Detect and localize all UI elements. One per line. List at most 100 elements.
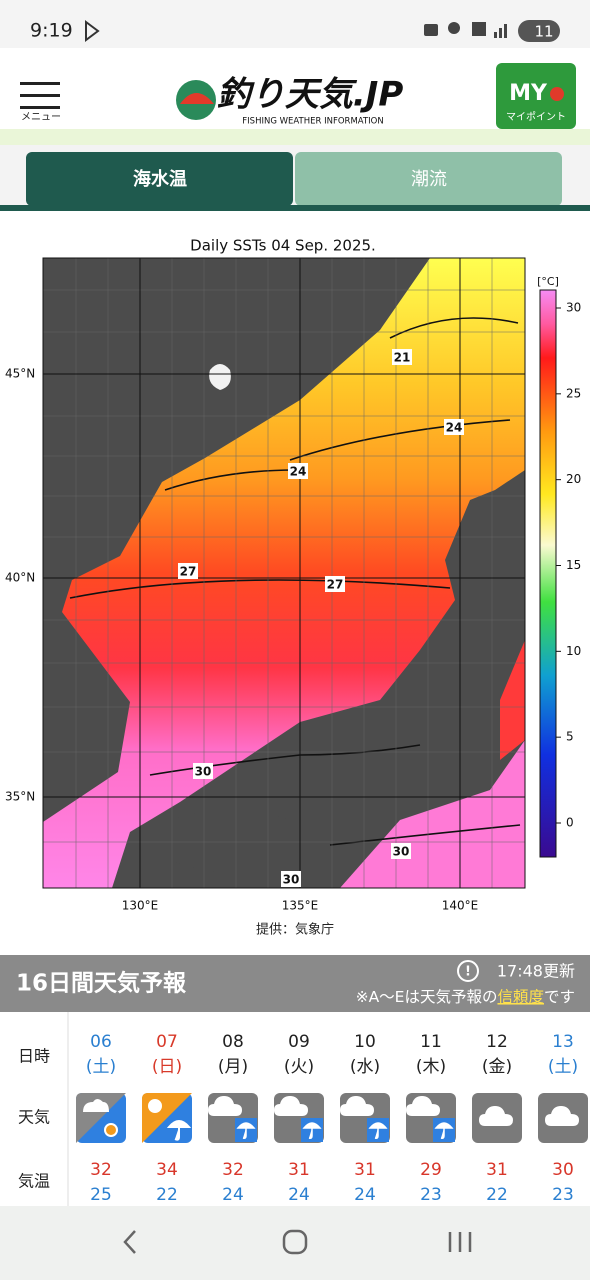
forecast-title: 16日間天気予報 xyxy=(16,970,187,997)
icon-cloud xyxy=(83,1099,109,1112)
colorbar-tick-label: 25 xyxy=(566,386,581,400)
tab-label: 潮流 xyxy=(411,169,447,190)
note-text: ※A〜Eは天気予報の xyxy=(356,988,498,1006)
battery-level: 11 xyxy=(534,23,553,41)
temp-high: 32 xyxy=(222,1160,244,1180)
icon-cloud xyxy=(479,1106,513,1126)
contour-label: 30 xyxy=(283,873,300,887)
back-button[interactable] xyxy=(123,1230,136,1254)
forecast-days: 06 (土) 32 25 07 (日) 34 22 08 (月) 32 24 09 (火) 31 24 10 (水… xyxy=(76,1032,588,1205)
temp-high: 30 xyxy=(552,1160,574,1180)
day-weekday: (日) xyxy=(152,1057,182,1077)
note-end: です xyxy=(544,988,575,1006)
day-date: 06 xyxy=(90,1032,112,1052)
icon-cloud xyxy=(545,1106,579,1126)
icon-umbrella xyxy=(166,1120,192,1141)
reliability-link[interactable]: 信頼度 xyxy=(497,988,544,1006)
tab-underline xyxy=(0,205,590,211)
temp-low: 22 xyxy=(156,1185,178,1205)
contour-label: 21 xyxy=(394,351,411,365)
map-title: Daily SSTs 04 Sep. 2025. xyxy=(190,237,376,255)
lat-label: 45°N xyxy=(5,367,35,381)
temp-low: 22 xyxy=(486,1185,508,1205)
status-icons xyxy=(424,20,560,42)
day-weekday: (火) xyxy=(284,1057,314,1077)
updated-time: 17:48更新 xyxy=(497,962,575,981)
day-date: 07 xyxy=(156,1032,178,1052)
icon-cloud xyxy=(406,1096,440,1116)
reliability-note: ※A〜Eは天気予報の信頼度です xyxy=(356,988,575,1006)
icon-sun xyxy=(104,1123,118,1137)
day-weekday: (金) xyxy=(482,1057,512,1077)
day-date: 08 xyxy=(222,1032,244,1052)
temp-low: 23 xyxy=(420,1185,442,1205)
weather-icon xyxy=(340,1093,390,1143)
day-date: 13 xyxy=(552,1032,574,1052)
lon-label: 140°E xyxy=(442,899,479,913)
lon-label: 135°E xyxy=(282,899,319,913)
contour-label: 27 xyxy=(180,565,197,579)
clock: 9:19 xyxy=(30,20,73,42)
tab-sst[interactable]: 海水温 xyxy=(26,152,293,206)
icon-sun xyxy=(148,1099,162,1113)
weather-icon xyxy=(76,1093,126,1143)
logo-text: 釣り天気.JP xyxy=(217,75,404,115)
contour-label-box xyxy=(281,871,301,887)
temp-high: 34 xyxy=(156,1160,178,1180)
day-date: 10 xyxy=(354,1032,376,1052)
contour-label-box xyxy=(193,763,213,779)
contour-label: 24 xyxy=(446,421,463,435)
weather-icon xyxy=(538,1093,588,1143)
home-button[interactable] xyxy=(282,1229,308,1255)
tab-current[interactable]: 潮流 xyxy=(295,152,562,206)
icon-umbrella xyxy=(434,1122,454,1139)
colorbar-tick-label: 20 xyxy=(566,472,581,486)
weather-icon xyxy=(142,1093,192,1143)
contour-label-box xyxy=(178,563,198,579)
temp-high: 31 xyxy=(354,1160,376,1180)
my-point-button[interactable]: MY マイポイント xyxy=(496,63,576,129)
icon-umbrella xyxy=(236,1122,256,1139)
info-icon xyxy=(457,960,479,982)
logo[interactable]: 釣り天気.JP FISHING WEATHER INFORMATION xyxy=(176,75,403,127)
contour-label-box xyxy=(288,463,308,479)
major-grid xyxy=(43,258,525,888)
lat-label: 40°N xyxy=(5,571,35,585)
menu-button[interactable]: メニュー xyxy=(20,82,61,123)
icon-umbrella xyxy=(368,1122,388,1139)
day-weekday: (水) xyxy=(350,1057,380,1077)
temp-low: 24 xyxy=(222,1185,244,1205)
temp-high: 31 xyxy=(288,1160,310,1180)
icon-cloud xyxy=(340,1096,374,1116)
recents-button[interactable] xyxy=(448,1232,472,1252)
colorbar-tick-label: 30 xyxy=(566,301,581,315)
contour-label: 30 xyxy=(393,845,410,859)
minor-grid xyxy=(43,258,525,888)
icon-cloud xyxy=(274,1096,308,1116)
contour-label: 30 xyxy=(195,765,212,779)
colorbar xyxy=(539,289,557,858)
colorbar-tick-label: 15 xyxy=(566,558,581,572)
weather-icon xyxy=(274,1093,324,1143)
icon-cloud xyxy=(208,1096,242,1116)
colorbar-unit: [°C] xyxy=(537,275,559,288)
logo-subtitle: FISHING WEATHER INFORMATION xyxy=(242,117,383,127)
day-date: 12 xyxy=(486,1032,508,1052)
info-mark: ! xyxy=(465,965,471,980)
day-weekday: (木) xyxy=(416,1057,446,1077)
temp-low: 24 xyxy=(288,1185,310,1205)
day-weekday: (土) xyxy=(548,1057,578,1077)
day-date: 09 xyxy=(288,1032,310,1052)
weather-icon xyxy=(472,1093,522,1143)
header-strip xyxy=(0,129,590,145)
row-label: 天気 xyxy=(18,1108,50,1127)
colorbar-tick-label: 10 xyxy=(566,644,581,658)
map-credit: 提供：気象庁 xyxy=(256,922,334,938)
contour-label-box xyxy=(325,576,345,592)
day-weekday: (土) xyxy=(86,1057,116,1077)
weather-icon xyxy=(406,1093,456,1143)
nav-icon xyxy=(85,20,100,42)
lat-label: 35°N xyxy=(5,790,35,804)
row-label: 気温 xyxy=(18,1172,50,1191)
